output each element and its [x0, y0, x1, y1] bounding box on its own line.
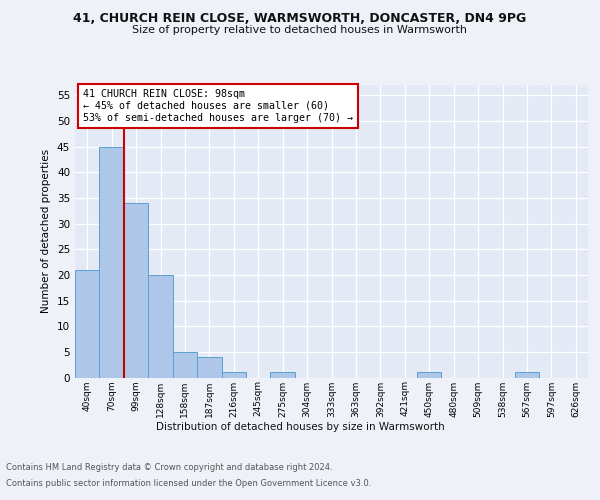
Bar — [417, 372, 442, 378]
Text: Contains public sector information licensed under the Open Government Licence v3: Contains public sector information licen… — [6, 478, 371, 488]
Bar — [124, 203, 148, 378]
Bar — [221, 372, 246, 378]
Bar — [75, 270, 100, 378]
Text: Size of property relative to detached houses in Warmsworth: Size of property relative to detached ho… — [133, 25, 467, 35]
Text: Distribution of detached houses by size in Warmsworth: Distribution of detached houses by size … — [155, 422, 445, 432]
Bar — [173, 352, 197, 378]
Bar — [515, 372, 539, 378]
Text: 41 CHURCH REIN CLOSE: 98sqm
← 45% of detached houses are smaller (60)
53% of sem: 41 CHURCH REIN CLOSE: 98sqm ← 45% of det… — [83, 90, 353, 122]
Bar — [197, 357, 221, 378]
Text: 41, CHURCH REIN CLOSE, WARMSWORTH, DONCASTER, DN4 9PG: 41, CHURCH REIN CLOSE, WARMSWORTH, DONCA… — [73, 12, 527, 26]
Text: Contains HM Land Registry data © Crown copyright and database right 2024.: Contains HM Land Registry data © Crown c… — [6, 464, 332, 472]
Bar — [148, 275, 173, 378]
Y-axis label: Number of detached properties: Number of detached properties — [41, 149, 52, 314]
Bar — [100, 146, 124, 378]
Bar — [271, 372, 295, 378]
